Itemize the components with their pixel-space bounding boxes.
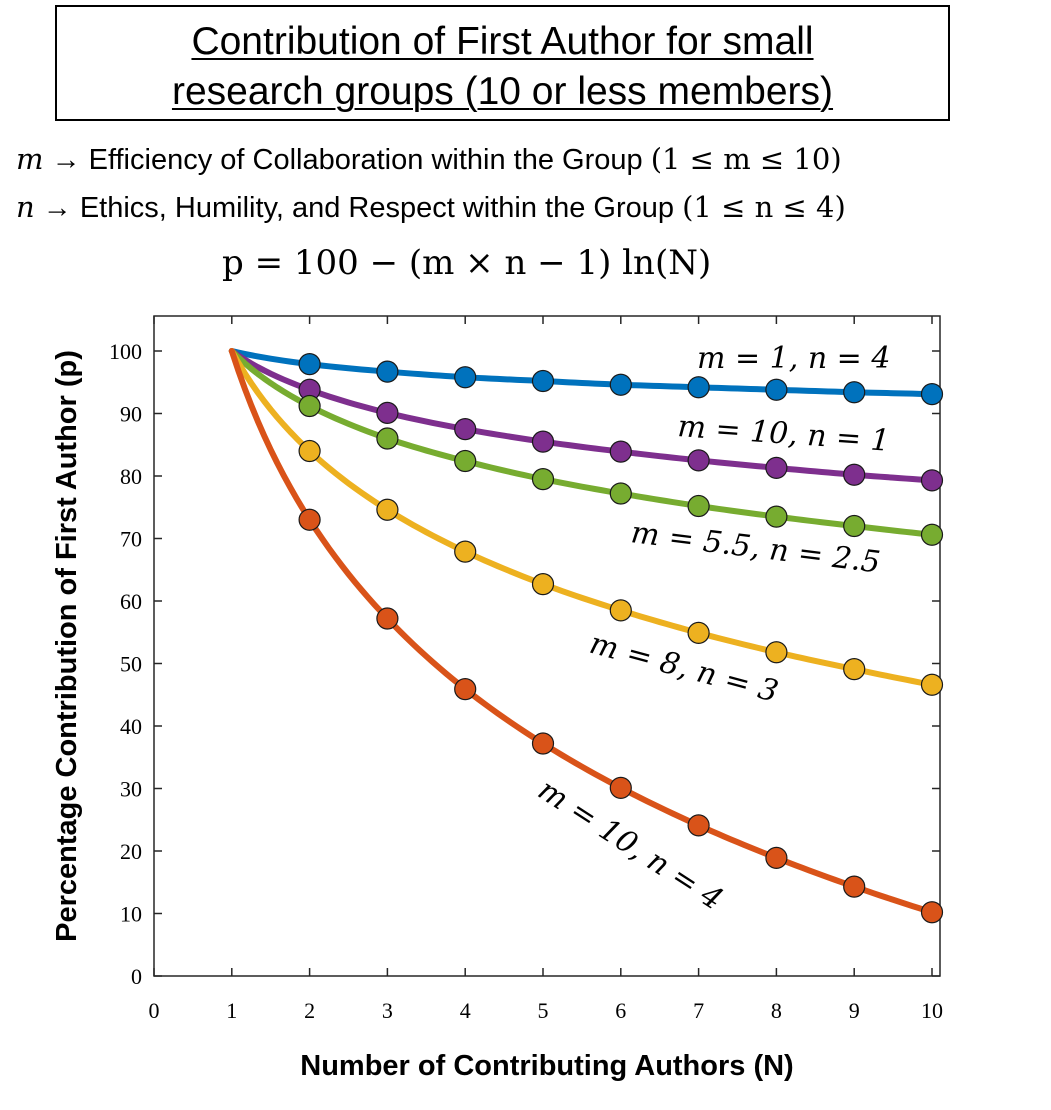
series-point-0 [765,378,788,401]
y-tick-label: 40 [120,714,142,739]
definition-n-text: Ethics, Humility, and Respect within the… [79,192,675,224]
x-tick-label: 4 [460,998,471,1023]
y-tick-label: 90 [120,402,142,427]
series-point-2 [531,468,555,491]
series-point-2 [454,449,477,473]
series-point-3 [687,621,710,644]
series-point-3 [920,673,944,696]
x-tick-label: 0 [149,998,160,1023]
y-tick-label: 0 [131,964,142,989]
series-line-4 [228,348,935,916]
definition-m-arrow: → [51,144,81,176]
series-point-0 [376,360,399,383]
series-label-1: m = 10, n = 1 [676,409,890,459]
series-point-4 [843,875,866,898]
y-axis-title: Percentage Contribution of First Author … [51,350,83,942]
series-point-4 [298,508,321,531]
series-markers [298,353,944,924]
series-point-2 [298,394,321,418]
definition-n-range: (1 ≤ n ≤ 4) [682,190,846,224]
series-point-3 [843,658,866,681]
definition-m-var: m [16,142,44,176]
x-tick-label: 7 [693,998,704,1023]
chart-title-line-2: research groups (10 or less members) [171,70,834,113]
series-point-1 [531,430,555,453]
y-tick-label: 80 [120,464,142,489]
x-tick-label: 8 [771,998,782,1023]
series-point-0 [531,369,555,393]
x-tick-label: 3 [382,998,393,1023]
series-line-0 [228,348,935,398]
y-tick-label: 60 [120,589,142,614]
y-tick-label: 70 [120,527,142,552]
series-line-3 [228,348,935,688]
x-tick-label: 1 [226,998,237,1023]
series-point-1 [609,440,632,463]
x-tick-label: 5 [538,998,549,1023]
series-point-1 [454,418,477,441]
series-point-1 [376,401,399,424]
y-tick-label: 100 [109,339,142,364]
equation: p = 100 − (m × n − 1) ln(N) [222,243,712,283]
series-point-0 [454,366,477,389]
series-point-1 [765,456,788,479]
series-point-1 [843,463,866,486]
chart-title-box: Contribution of First Author for small r… [55,5,950,121]
series-point-1 [687,449,710,472]
chart-title-line-1: Contribution of First Author for small [191,20,814,63]
definition-n: n → Ethics, Humility, and Respect within… [16,190,846,225]
definition-m: m → Efficiency of Collaboration within t… [16,142,842,177]
plot-frame [153,315,941,977]
definition-n-arrow: → [42,192,72,224]
series-point-4 [531,732,555,755]
y-tick-label: 30 [120,777,142,802]
series-point-4 [609,776,632,799]
series-point-2 [843,514,866,538]
series-line-2 [228,348,935,538]
definition-m-text: Efficiency of Collaboration within the G… [88,144,643,176]
series-point-3 [609,599,632,622]
definition-n-var: n [16,190,35,224]
series-point-3 [454,540,477,563]
series-point-4 [454,678,477,701]
series-point-4 [765,846,788,869]
y-tick-label: 10 [120,902,142,927]
series-point-2 [765,505,788,528]
series-point-3 [376,498,399,521]
series-point-0 [298,353,321,376]
y-tick-label: 20 [120,839,142,864]
series-line-1 [228,348,935,484]
series-point-3 [298,439,321,463]
series-curves [228,348,935,916]
series-label-0: m = 1, n = 4 [697,341,890,376]
series-point-0 [843,381,866,404]
x-axis-title: Number of Contributing Authors (N) [300,1050,793,1082]
series-point-3 [765,641,788,664]
series-point-2 [687,494,710,518]
series-label-3: m = 8, n = 3 [586,626,782,710]
y-tick-label: 50 [120,652,142,677]
series-point-4 [920,901,944,924]
x-tick-label: 2 [304,998,315,1023]
series-point-0 [687,376,710,399]
series-point-0 [609,373,632,396]
series-point-2 [920,523,944,546]
series-point-2 [609,482,632,505]
x-tick-label: 6 [615,998,626,1023]
series-point-4 [376,607,399,630]
series-point-2 [376,427,399,450]
definition-m-range: (1 ≤ m ≤ 10) [650,142,842,176]
series-point-0 [920,383,944,406]
x-tick-label: 10 [921,998,943,1023]
series-point-1 [920,469,944,492]
series-point-3 [531,573,555,596]
x-tick-label: 9 [849,998,860,1023]
series-point-4 [687,814,710,837]
